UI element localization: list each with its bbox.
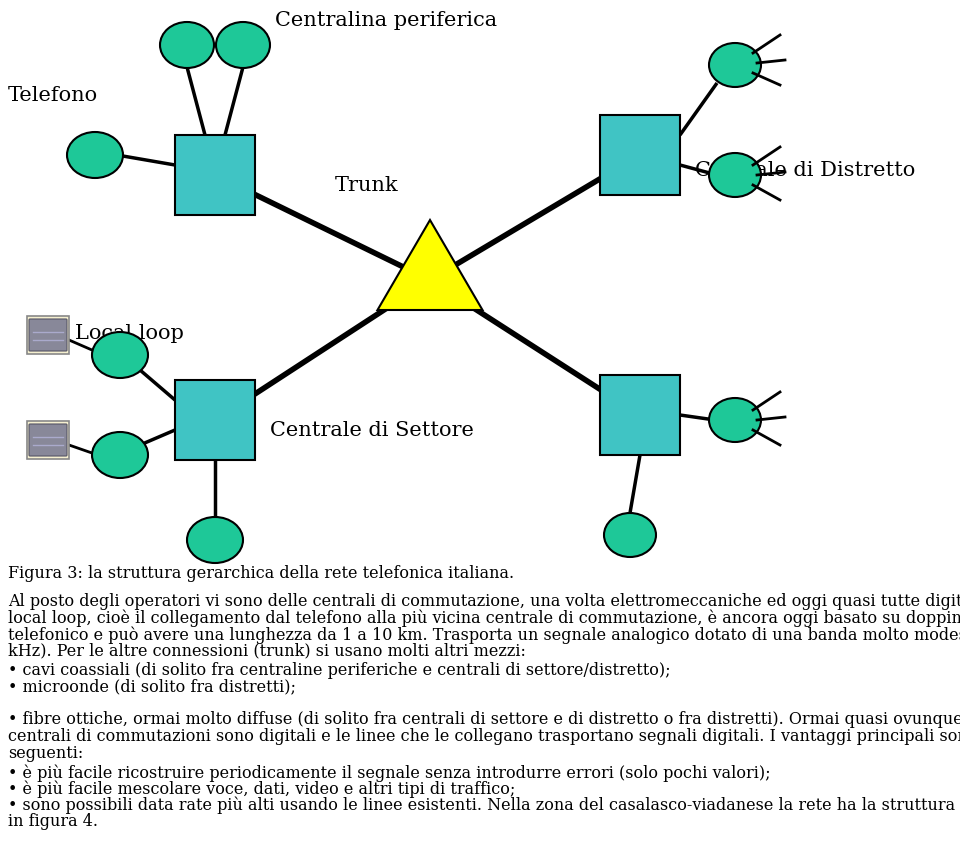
Bar bbox=[600, 375, 680, 455]
FancyBboxPatch shape bbox=[27, 421, 69, 459]
Ellipse shape bbox=[92, 432, 148, 478]
Text: • microonde (di solito fra distretti);: • microonde (di solito fra distretti); bbox=[8, 678, 296, 695]
Text: Centrale di Settore: Centrale di Settore bbox=[270, 421, 474, 439]
Text: • è più facile ricostruire periodicamente il segnale senza introdurre errori (so: • è più facile ricostruire periodicament… bbox=[8, 764, 771, 781]
Ellipse shape bbox=[92, 332, 148, 378]
Ellipse shape bbox=[216, 22, 270, 68]
Text: kHz). Per le altre connessioni (trunk) si usano molti altri mezzi:: kHz). Per le altre connessioni (trunk) s… bbox=[8, 643, 526, 660]
Ellipse shape bbox=[67, 132, 123, 178]
Text: seguenti:: seguenti: bbox=[8, 745, 84, 762]
Text: Local loop: Local loop bbox=[75, 324, 184, 343]
Text: • sono possibili data rate più alti usando le linee esistenti. Nella zona del ca: • sono possibili data rate più alti usan… bbox=[8, 797, 960, 814]
Ellipse shape bbox=[187, 517, 243, 563]
Bar bbox=[600, 115, 680, 195]
Polygon shape bbox=[377, 220, 483, 310]
Text: • cavi coassiali (di solito fra centraline periferiche e centrali di settore/dis: • cavi coassiali (di solito fra centrali… bbox=[8, 662, 671, 679]
FancyBboxPatch shape bbox=[27, 316, 69, 354]
Bar bbox=[175, 380, 255, 460]
Ellipse shape bbox=[709, 398, 761, 442]
Text: centrali di commutazioni sono digitali e le linee che le collegano trasportano s: centrali di commutazioni sono digitali e… bbox=[8, 728, 960, 745]
Text: telefonico e può avere una lunghezza da 1 a 10 km. Trasporta un segnale analogic: telefonico e può avere una lunghezza da … bbox=[8, 626, 960, 643]
Text: Al posto degli operatori vi sono delle centrali di commutazione, una volta elett: Al posto degli operatori vi sono delle c… bbox=[8, 593, 960, 610]
Ellipse shape bbox=[709, 153, 761, 197]
Text: Centrale di Distretto: Centrale di Distretto bbox=[695, 161, 915, 179]
Text: Telefono: Telefono bbox=[8, 86, 98, 105]
Text: • fibre ottiche, ormai molto diffuse (di solito fra centrali di settore e di dis: • fibre ottiche, ormai molto diffuse (di… bbox=[8, 711, 960, 728]
FancyBboxPatch shape bbox=[29, 424, 67, 456]
Text: Centralina periferica: Centralina periferica bbox=[275, 10, 497, 30]
Text: local loop, cioè il collegamento dal telefono alla più vicina centrale di commut: local loop, cioè il collegamento dal tel… bbox=[8, 609, 960, 627]
Ellipse shape bbox=[604, 513, 656, 557]
FancyBboxPatch shape bbox=[29, 319, 67, 351]
Bar bbox=[175, 135, 255, 215]
Text: in figura 4.: in figura 4. bbox=[8, 813, 98, 830]
Ellipse shape bbox=[160, 22, 214, 68]
Text: • è più facile mescolare voce, dati, video e altri tipi di traffico;: • è più facile mescolare voce, dati, vid… bbox=[8, 780, 516, 798]
Text: Figura 3: la struttura gerarchica della rete telefonica italiana.: Figura 3: la struttura gerarchica della … bbox=[8, 565, 515, 582]
Text: Trunk: Trunk bbox=[335, 175, 398, 195]
Ellipse shape bbox=[709, 43, 761, 87]
